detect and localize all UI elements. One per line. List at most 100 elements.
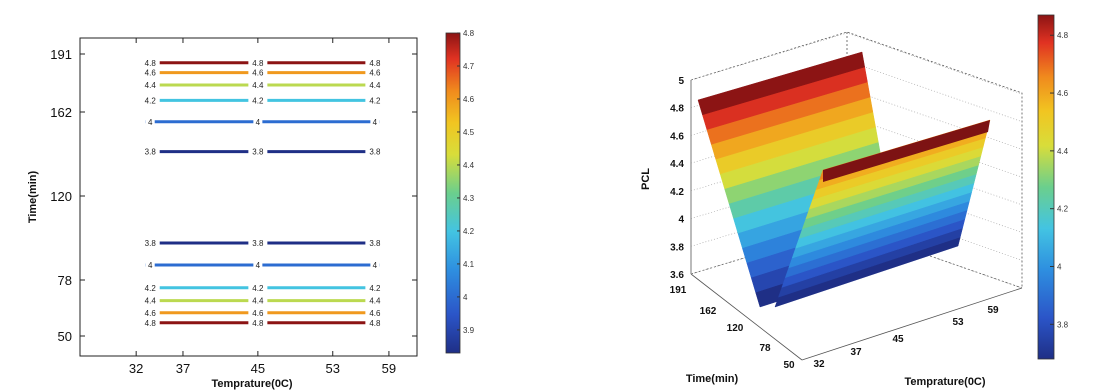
surface-colorbar: [1037, 14, 1055, 360]
contour-x-axis-label: Temprature(0C): [211, 378, 292, 390]
contour-level-label: 4.8: [145, 59, 157, 68]
contour-level-label: 4.4: [369, 81, 381, 90]
contour-level-label: 4.6: [252, 69, 264, 78]
contour-level-label: 4.6: [369, 69, 381, 78]
colorbar-tick-label: 4.6: [1057, 89, 1069, 98]
contour-label-bg: [140, 317, 160, 328]
contour-level-label: 4.2: [369, 96, 381, 105]
colorbar-tick-label: 4: [463, 293, 468, 302]
contour-label-bg: [140, 146, 160, 157]
colorbar-tick-label: 4.4: [1057, 147, 1069, 156]
contour-label-bg: [248, 282, 268, 293]
contour-label-bg: [248, 295, 268, 306]
colorbar-tick-label: 4.5: [463, 128, 475, 137]
time-tick-label: 50: [783, 360, 795, 371]
contour-level-label: 4.2: [252, 284, 264, 293]
contour-label-bg: [365, 80, 385, 90]
temp-tick-label: 53: [952, 317, 964, 328]
contour-label-bg: [248, 80, 268, 90]
time-tick-label: 78: [759, 343, 771, 354]
colorbar-tick-label: 3.8: [1057, 320, 1069, 329]
contour-label-bg: [365, 317, 385, 328]
y-tick-label: 162: [50, 105, 72, 120]
contour-label-bg: [370, 116, 380, 127]
contour-level-label: 4.8: [145, 319, 157, 328]
time-tick-label: 191: [670, 285, 687, 296]
colorbar-tick-label: 4: [1057, 262, 1062, 271]
z-tick-label: 4.8: [670, 104, 684, 115]
contour-level-label: 4.2: [145, 284, 157, 293]
contour-level-label: 4.4: [252, 81, 264, 90]
colorbar-tick-label: 4.8: [1057, 31, 1069, 40]
y-tick-label: 120: [50, 189, 72, 204]
x-tick-label: 45: [251, 361, 265, 376]
contour-level-label: 4.2: [145, 96, 157, 105]
z-tick-label: 4.2: [670, 187, 684, 198]
z-tick-label: 4.6: [670, 131, 684, 142]
contour-label-bg: [140, 95, 160, 106]
contour-label-bg: [248, 95, 268, 106]
contour-level-label: 4.4: [145, 297, 157, 306]
colorbar-tick-label: 4.1: [463, 260, 475, 269]
contour-label-bg: [365, 295, 385, 306]
temp-tick-label: 32: [813, 359, 825, 370]
contour-level-label: 4.6: [369, 309, 381, 318]
contour-level-label: 4: [373, 118, 378, 127]
contour-y-axis-label: Time(min): [27, 170, 39, 223]
time-tick-label: 120: [727, 323, 744, 334]
temp-tick-label: 59: [987, 305, 999, 316]
contour-level-label: 4.6: [252, 309, 264, 318]
colorbar-tick-label: 3.9: [463, 326, 475, 335]
x-tick-label: 37: [176, 361, 190, 376]
contour-label-bg: [248, 146, 268, 157]
contour-colorbar-ticks: 3.9 4 4.1 4.2 4.3 4.4 4.5 4.6 4.7 4.8: [457, 29, 475, 335]
contour-level-label: 4.6: [145, 309, 157, 318]
contour-label-bg: [140, 238, 160, 248]
contour-label-bg: [365, 282, 385, 293]
x-tick-label: 59: [382, 361, 396, 376]
contour-label-bg: [140, 282, 160, 293]
surface-time-axis-label: Time(min): [686, 373, 739, 385]
y-tick-label: 50: [58, 329, 72, 344]
contour-x-ticks: 32 37 45 53 59: [129, 38, 396, 376]
temp-tick-label: 45: [892, 334, 904, 345]
contour-level-label: 4.4: [252, 297, 264, 306]
z-tick-label: 3.6: [670, 270, 684, 281]
contour-lines: 4.8 4.8 4.84.6 4.6 4.64.4 4.4 4.44.2 4.2 4.24 4 43…: [140, 57, 385, 328]
z-tick-label: 4.4: [670, 159, 684, 170]
surface-z-axis-label: PCL: [640, 168, 652, 190]
contour-label-bg: [140, 307, 160, 318]
colorbar-tick-label: 4.8: [463, 29, 475, 38]
time-tick-label: 162: [700, 306, 717, 317]
contour-label-bg: [145, 116, 155, 127]
contour-level-label: 3.8: [145, 148, 157, 157]
contour-label-bg: [365, 146, 385, 157]
contour-label-bg: [253, 260, 263, 270]
colorbar-tick-label: 4.4: [463, 161, 475, 170]
grid-line: [690, 32, 1023, 95]
colorbar-tick-label: 4.2: [1057, 205, 1069, 214]
contour-level-label: 4.8: [369, 319, 381, 328]
contour-level-label: 3.8: [369, 148, 381, 157]
contour-level-label: 4.8: [369, 59, 381, 68]
contour-label-bg: [140, 67, 160, 78]
contour-label-bg: [365, 307, 385, 318]
contour-label-bg: [248, 57, 268, 68]
contour-label-bg: [140, 57, 160, 68]
contour-level-label: 4.2: [252, 96, 264, 105]
surface-colorbar-ticks: 3.8 4 4.2 4.4 4.6 4.8: [1050, 31, 1069, 329]
contour-level-label: 3.8: [145, 239, 157, 248]
surface-axis-ticks: 3.6 3.8 4 4.2 4.4 4.6 4.8 5 191 162 120 78 50 32 37 45 5…: [670, 76, 999, 371]
contour-level-label: 4.6: [145, 69, 157, 78]
contour-label-bg: [370, 260, 380, 270]
contour-chart: 4.8 4.8 4.84.6 4.6 4.64.4 4.4 4.44.2 4.2 4.24 4 43…: [27, 29, 475, 390]
contour-level-label: 4.8: [252, 59, 264, 68]
contour-label-bg: [365, 238, 385, 248]
contour-label-bg: [248, 317, 268, 328]
contour-colorbar: [445, 32, 461, 354]
contour-level-label: 4.8: [252, 319, 264, 328]
contour-label-bg: [248, 67, 268, 78]
contour-label-bg: [140, 80, 160, 90]
colorbar-tick-label: 4.6: [463, 95, 475, 104]
contour-level-label: 4: [256, 261, 261, 270]
